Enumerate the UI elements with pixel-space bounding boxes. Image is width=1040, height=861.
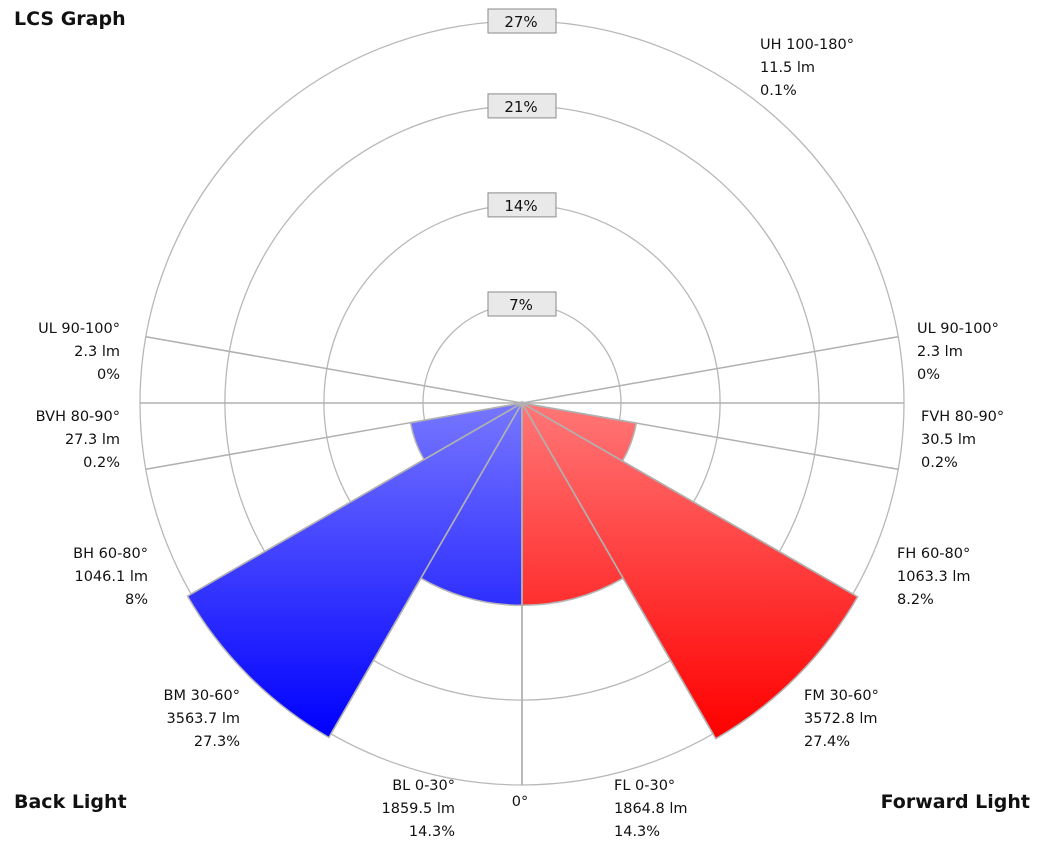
spoke-forward-30	[521, 402, 714, 735]
zone-percent: 27.3%	[194, 734, 240, 750]
zone-lumens: 2.3 lm	[74, 344, 120, 360]
wedge-forward-30-60	[519, 400, 859, 740]
chart-title: LCS Graph	[14, 8, 126, 30]
spoke-forward-80	[521, 402, 899, 471]
zero-degree-label: 0°	[512, 794, 528, 810]
zone-label-10: UH 100-180° 11.5 lm 0.1%	[760, 37, 854, 99]
zone-label-9: UL 90-100° 2.3 lm 0%	[917, 321, 999, 383]
zone-name: FVH 80-90°	[921, 409, 1004, 425]
wedge-back-0-30	[419, 400, 523, 607]
zone-percent: 0.1%	[760, 83, 797, 99]
ring-label-box	[487, 192, 557, 218]
zone-lumens: 27.3 lm	[65, 432, 120, 448]
zone-lumens: 3563.7 lm	[167, 711, 241, 727]
zone-lumens: 30.5 lm	[921, 432, 976, 448]
ring-label-text: 7%	[509, 296, 533, 314]
zone-percent: 0.2%	[921, 455, 958, 471]
spoke-forward-60	[521, 402, 854, 595]
zone-lumens: 1859.5 lm	[382, 801, 456, 817]
zone-name: UH 100-180°	[760, 37, 854, 53]
forward-light-label: Forward Light	[881, 791, 1030, 813]
zone-label-2: BH 60-80° 1046.1 lm 8%	[73, 546, 148, 608]
zone-label-0: BL 0-30° 1859.5 lm 14.3%	[382, 778, 456, 840]
zone-percent: 8%	[125, 592, 148, 608]
ring-labels: 7% 14% 21% 27%	[487, 8, 557, 317]
spoke-forward-100	[521, 335, 899, 404]
zone-label-4: UL 90-100° 2.3 lm 0%	[38, 321, 120, 383]
ring-label-2: 14%	[487, 192, 557, 218]
zone-labels: BL 0-30° 1859.5 lm 14.3% BM 30-60° 3563.7 lm…	[36, 37, 1004, 840]
zone-lumens: 1864.8 lm	[614, 801, 688, 817]
wedges	[186, 400, 859, 740]
zone-label-7: FH 60-80° 1063.3 lm 8.2%	[897, 546, 971, 608]
ring-label-text: 27%	[504, 13, 537, 31]
back-light-label: Back Light	[14, 791, 127, 813]
zone-lumens: 3572.8 lm	[804, 711, 878, 727]
zone-percent: 0%	[917, 367, 940, 383]
zone-name: FH 60-80°	[897, 546, 970, 562]
zone-name: BM 30-60°	[164, 688, 240, 704]
zone-label-3: BVH 80-90° 27.3 lm 0.2%	[36, 409, 120, 471]
zone-percent: 27.4%	[804, 734, 850, 750]
spoke-back-100	[145, 335, 523, 404]
spoke-back-80	[145, 402, 523, 471]
ring-label-box	[487, 93, 557, 119]
zone-label-5: FL 0-30° 1864.8 lm 14.3%	[614, 778, 688, 840]
zone-name: UL 90-100°	[917, 321, 999, 337]
zone-lumens: 1063.3 lm	[897, 569, 971, 585]
ring-label-1: 7%	[487, 291, 557, 317]
zone-name: UL 90-100°	[38, 321, 120, 337]
zone-lumens: 2.3 lm	[917, 344, 963, 360]
zone-percent: 14.3%	[614, 824, 660, 840]
zone-percent: 8.2%	[897, 592, 934, 608]
ring-label-box	[487, 291, 557, 317]
wedge-forward-0-30	[521, 400, 625, 607]
zone-lumens: 1046.1 lm	[75, 569, 149, 585]
ring-label-text: 14%	[504, 197, 537, 215]
wedge-back-30-60	[186, 400, 525, 739]
zone-label-6: FM 30-60° 3572.8 lm 27.4%	[804, 688, 879, 750]
zone-percent: 0%	[97, 367, 120, 383]
zone-name: BH 60-80°	[73, 546, 148, 562]
zone-label-8: FVH 80-90° 30.5 lm 0.2%	[921, 409, 1004, 471]
spoke-back-60	[190, 402, 523, 595]
ring-label-4: 27%	[487, 8, 557, 34]
ring-label-box	[487, 8, 557, 34]
zone-label-1: BM 30-60° 3563.7 lm 27.3%	[164, 688, 240, 750]
zone-lumens: 11.5 lm	[760, 60, 815, 76]
ring-label-text: 21%	[504, 98, 537, 116]
ring-label-3: 21%	[487, 93, 557, 119]
zone-name: BL 0-30°	[392, 778, 455, 794]
zone-percent: 0.2%	[83, 455, 120, 471]
zone-percent: 14.3%	[409, 824, 455, 840]
zone-name: FM 30-60°	[804, 688, 879, 704]
spoke-back-30	[330, 402, 523, 735]
zone-name: BVH 80-90°	[36, 409, 120, 425]
zone-name: FL 0-30°	[614, 778, 675, 794]
spokes	[140, 335, 904, 785]
